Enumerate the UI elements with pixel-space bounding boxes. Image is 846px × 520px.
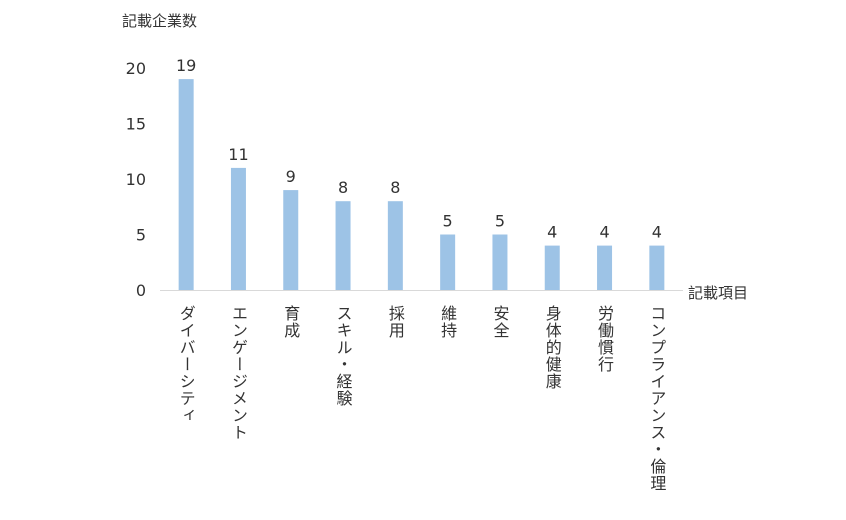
- y-tick-label: 20: [126, 59, 146, 78]
- bars: [178, 79, 665, 290]
- bar: [440, 234, 456, 290]
- category-label: スキル・経験: [334, 305, 353, 407]
- data-label: 8: [338, 178, 348, 197]
- y-tick-label: 10: [126, 170, 146, 189]
- category-label: ダイバーシティ: [177, 305, 196, 424]
- data-label: 4: [547, 223, 557, 242]
- bar: [544, 245, 560, 290]
- bar: [492, 234, 508, 290]
- data-label: 8: [390, 178, 400, 197]
- category-label: 採用: [386, 305, 405, 339]
- y-tick-label: 0: [136, 281, 146, 300]
- x-axis-title: 記載項目: [688, 284, 748, 302]
- category-label: 労働慣行: [595, 305, 614, 373]
- data-label: 5: [443, 212, 453, 231]
- bar: [597, 245, 613, 290]
- bar: [649, 245, 665, 290]
- data-labels: 19 11 9 8 8 5 5 4 4 4: [176, 56, 662, 242]
- category-label: エンゲージメント: [229, 305, 248, 441]
- data-label: 9: [286, 167, 296, 186]
- bar: [178, 79, 194, 290]
- data-label: 5: [495, 212, 505, 231]
- category-label: コンプライアンス・倫理: [647, 305, 666, 492]
- bar: [230, 167, 246, 290]
- y-tick-label: 5: [136, 226, 146, 245]
- category-label: 安全: [490, 305, 509, 339]
- category-label: 維持: [438, 305, 457, 339]
- category-label: 身体的健康: [543, 305, 562, 390]
- data-label: 19: [176, 56, 196, 75]
- data-label: 4: [599, 223, 609, 242]
- data-label: 4: [652, 223, 662, 242]
- y-tick-label: 15: [126, 115, 146, 134]
- data-label: 11: [228, 145, 248, 164]
- y-axis-ticks: 0 5 10 15 20: [126, 59, 146, 300]
- bar: [387, 201, 403, 290]
- bar: [335, 201, 351, 290]
- bar: [283, 190, 299, 290]
- y-axis-title: 記載企業数: [122, 12, 197, 30]
- category-label: 育成: [281, 305, 300, 339]
- x-axis-category-labels: ダイバーシティ エンゲージメント 育成 スキル・経験 採用 維持 安全 身体的健康 労働慣行 コン…: [177, 305, 667, 492]
